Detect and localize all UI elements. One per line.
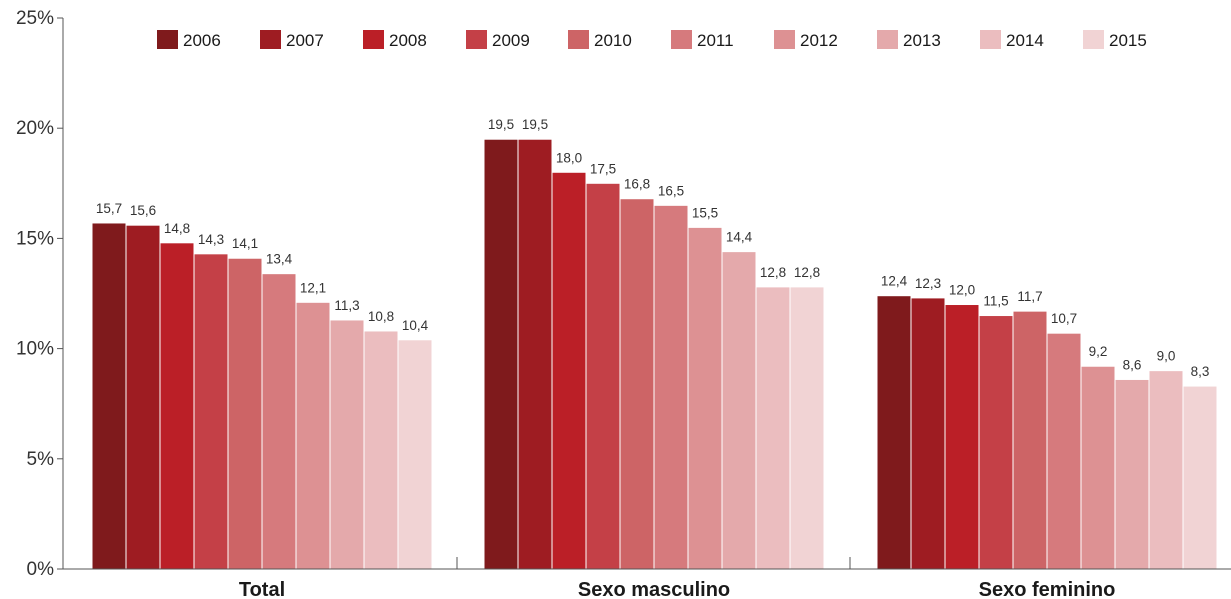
bar <box>397 339 433 570</box>
data-label: 12,8 <box>794 265 820 280</box>
data-label: 16,8 <box>624 177 650 192</box>
bar <box>721 251 757 570</box>
bar <box>261 273 297 570</box>
data-label: 12,0 <box>949 283 975 298</box>
data-label: 11,5 <box>983 294 1008 309</box>
legend-label: 2014 <box>1006 31 1044 50</box>
bar <box>1012 310 1048 570</box>
legend-swatch <box>877 30 898 49</box>
data-label: 11,3 <box>334 298 359 313</box>
y-tick-label: 5% <box>27 449 55 470</box>
legend-swatch <box>671 30 692 49</box>
bar <box>619 198 655 570</box>
bar <box>876 295 912 570</box>
data-label: 13,4 <box>266 252 293 267</box>
bar <box>910 297 946 570</box>
data-label: 9,0 <box>1157 349 1176 364</box>
data-label: 12,1 <box>300 280 326 295</box>
legend-swatch <box>568 30 589 49</box>
bar <box>483 138 519 570</box>
legend-swatch <box>774 30 795 49</box>
data-label: 14,1 <box>232 236 258 251</box>
y-tick-label: 10% <box>16 339 54 360</box>
legend-swatch <box>260 30 281 49</box>
x-axis: Total Sexo masculino Sexo feminino <box>63 557 1231 599</box>
legend-label: 2006 <box>183 31 221 50</box>
legend-label: 2015 <box>1109 31 1147 50</box>
bar <box>517 138 553 570</box>
data-label: 19,5 <box>488 117 514 132</box>
bars <box>91 138 1218 570</box>
data-label: 16,5 <box>658 183 684 198</box>
legend-label: 2008 <box>389 31 427 50</box>
bar <box>755 286 791 570</box>
data-label: 12,4 <box>881 274 908 289</box>
bar <box>159 242 195 570</box>
bar <box>1080 365 1116 570</box>
y-tick-label: 0% <box>27 559 55 580</box>
data-label: 12,8 <box>760 265 786 280</box>
bar <box>978 315 1014 570</box>
legend-swatch <box>980 30 1001 49</box>
bar <box>227 257 263 570</box>
legend-swatch <box>363 30 384 49</box>
bar <box>91 222 127 570</box>
data-label: 11,7 <box>1017 289 1042 304</box>
bar <box>1114 378 1150 570</box>
data-label: 15,7 <box>96 201 122 216</box>
bar <box>1148 370 1184 570</box>
bar <box>944 304 980 570</box>
bar <box>687 226 723 570</box>
legend-label: 2012 <box>800 31 838 50</box>
legend-label: 2009 <box>492 31 530 50</box>
bar <box>789 286 825 570</box>
bar <box>363 330 399 570</box>
y-tick-label: 25% <box>16 8 54 29</box>
bar <box>193 253 229 570</box>
y-tick-label: 20% <box>16 118 54 139</box>
data-label: 8,3 <box>1191 364 1210 379</box>
bar <box>125 224 161 570</box>
data-label: 18,0 <box>556 150 582 165</box>
data-label: 17,5 <box>590 161 616 176</box>
data-label: 15,6 <box>130 203 156 218</box>
data-label: 14,4 <box>726 230 753 245</box>
bar <box>295 301 331 570</box>
category-label: Total <box>239 579 285 599</box>
data-label: 19,5 <box>522 117 548 132</box>
category-label: Sexo masculino <box>578 579 730 599</box>
legend-label: 2010 <box>594 31 632 50</box>
legend-swatch <box>1083 30 1104 49</box>
legend-label: 2007 <box>286 31 324 50</box>
category-label: Sexo feminino <box>979 579 1116 599</box>
y-axis: 0% 5% 10% 15% 20% 25% <box>16 8 64 580</box>
data-label: 14,3 <box>198 232 224 247</box>
bar <box>653 204 689 570</box>
legend: 2006 2007 2008 2009 2010 2011 2012 2013 2014 2015 <box>157 30 1147 50</box>
data-label: 12,3 <box>915 276 941 291</box>
legend-swatch <box>466 30 487 49</box>
data-label: 10,8 <box>368 309 394 324</box>
data-label: 15,5 <box>692 205 718 220</box>
data-label: 14,8 <box>164 221 190 236</box>
legend-label: 2013 <box>903 31 941 50</box>
data-label: 10,4 <box>402 318 429 333</box>
legend-swatch <box>157 30 178 49</box>
data-label: 8,6 <box>1123 357 1142 372</box>
data-label: 9,2 <box>1089 344 1108 359</box>
bar <box>329 319 365 570</box>
data-labels: 15,7 15,6 14,8 14,3 14,1 13,4 12,1 11,3 10,8 10,4… <box>96 117 1210 379</box>
legend-label: 2011 <box>697 31 734 50</box>
bar <box>1182 385 1218 570</box>
bar <box>1046 332 1082 570</box>
data-label: 10,7 <box>1051 311 1077 326</box>
bar <box>551 171 587 570</box>
y-tick-label: 15% <box>16 228 54 249</box>
bar <box>585 182 621 570</box>
